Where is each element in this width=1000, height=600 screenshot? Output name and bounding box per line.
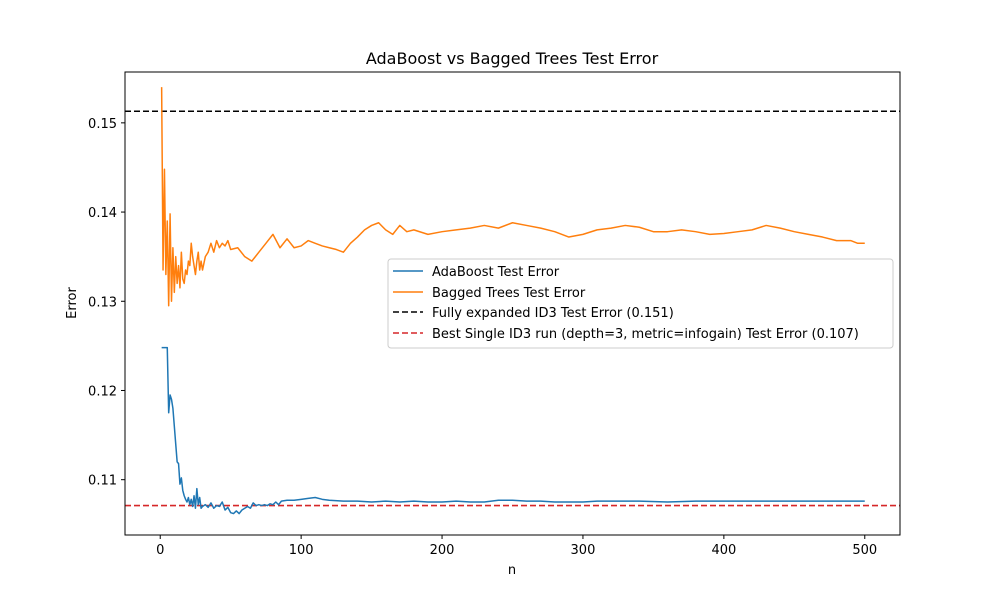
y-tick-label: 0.15 — [88, 117, 117, 132]
series-line-0 — [161, 346, 865, 515]
y-tick-label: 0.11 — [88, 474, 117, 489]
y-axis: 0.11 0.12 0.13 0.14 0.15 — [88, 117, 125, 489]
x-axis-label: n — [508, 563, 516, 578]
x-tick-label: 100 — [289, 543, 314, 558]
chart-title: AdaBoost vs Bagged Trees Test Error — [366, 49, 659, 68]
legend-label-best-id3: Best Single ID3 run (depth=3, metric=inf… — [432, 327, 859, 342]
legend-box — [387, 258, 894, 349]
x-axis: 0 100 200 300 400 500 — [156, 535, 877, 558]
y-tick-label: 0.12 — [88, 384, 117, 399]
x-tick-label: 500 — [852, 543, 877, 558]
legend-label-full-id3: Fully expanded ID3 Test Error (0.151) — [432, 306, 674, 321]
y-tick-label: 0.14 — [88, 206, 117, 221]
series-line-1 — [160, 87, 865, 307]
y-axis-label: Error — [65, 287, 80, 319]
x-tick-label: 200 — [430, 543, 455, 558]
legend-label-bagged: Bagged Trees Test Error — [432, 286, 586, 301]
legend-label-adaboost: AdaBoost Test Error — [432, 265, 560, 280]
legend: AdaBoost Test Error Bagged Trees Test Er… — [387, 258, 894, 349]
y-tick-label: 0.13 — [88, 295, 117, 310]
x-tick-label: 300 — [571, 543, 596, 558]
series-layer — [125, 87, 900, 515]
x-tick-label: 400 — [711, 543, 736, 558]
plot-frame — [124, 71, 901, 536]
x-tick-label: 0 — [156, 543, 164, 558]
